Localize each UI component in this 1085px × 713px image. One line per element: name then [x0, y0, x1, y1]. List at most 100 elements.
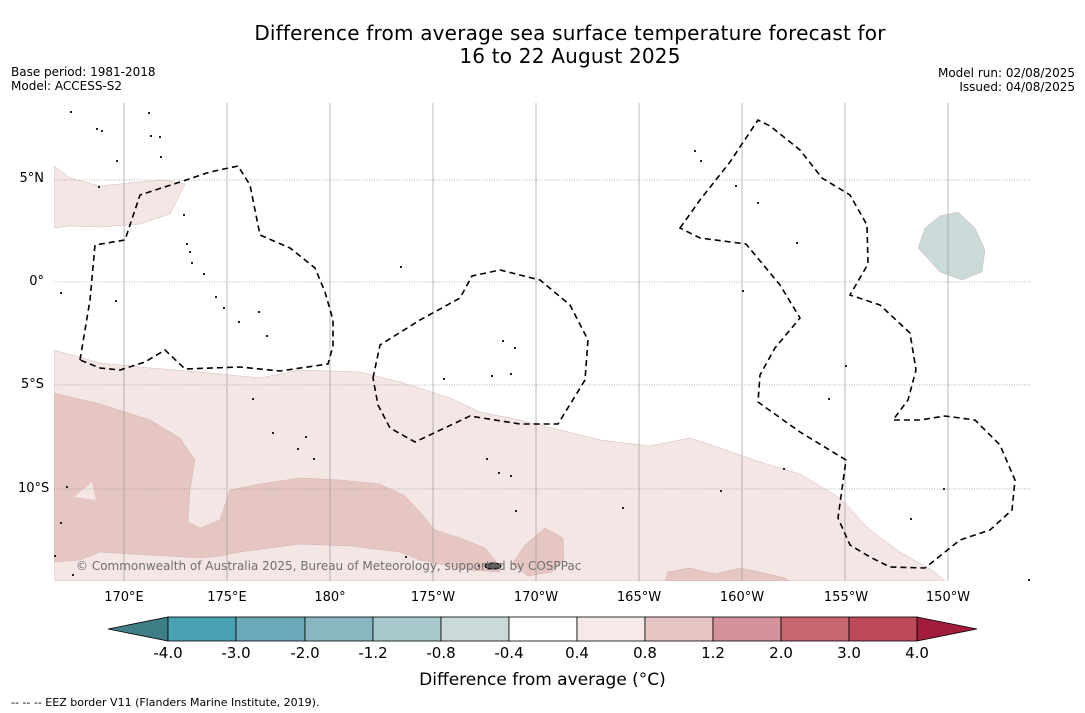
island-dot: [742, 290, 744, 292]
eez-kiribati-phoenix: [372, 269, 589, 443]
eez-footnote: -- -- -- EEZ border V11 (Flanders Marine…: [11, 696, 320, 709]
island-dot: [54, 555, 56, 557]
lon-label-160w: 160°W: [719, 590, 765, 605]
colorbar-extend-high: [916, 616, 978, 642]
copyright-notice: © Commonwealth of Australia 2025, Bureau…: [76, 559, 582, 573]
colorbar-tick-label: 1.2: [701, 644, 725, 662]
colorbar-tick-label: 2.0: [769, 644, 793, 662]
lon-label-180: 180°: [314, 590, 346, 605]
title-line-1: Difference from average sea surface temp…: [254, 21, 886, 45]
anomaly-region-blue: [917, 211, 986, 281]
island-dot: [796, 242, 798, 244]
colorbar-tick-label: -4.0: [153, 644, 183, 662]
island-dot: [910, 518, 912, 520]
island-dot: [238, 321, 240, 323]
colorbar-cell: [712, 616, 782, 642]
island-dot: [297, 448, 299, 450]
island-dot: [186, 243, 188, 245]
colorbar-cell: [235, 616, 306, 642]
colorbar-tick-label: 3.0: [837, 644, 861, 662]
island-dot: [191, 262, 193, 264]
island-dot: [1028, 579, 1030, 581]
island-dot: [694, 150, 696, 152]
island-dot: [400, 266, 402, 268]
island-dot: [223, 307, 225, 309]
anomaly-gap: [74, 482, 96, 500]
island-dot: [252, 398, 254, 400]
island-dot: [510, 475, 512, 477]
island-dot: [101, 130, 103, 132]
island-dot: [203, 273, 205, 275]
island-dot: [491, 375, 493, 377]
island-dot: [98, 186, 100, 188]
island-dot: [783, 468, 785, 470]
colorbar-tick-label: 0.8: [633, 644, 657, 662]
lon-label-175e: 175°E: [207, 590, 247, 605]
island-dot: [510, 373, 512, 375]
issued-date: Issued: 04/08/2025: [959, 80, 1075, 94]
island-dot: [478, 565, 480, 567]
colorbar-extend-low: [107, 616, 169, 642]
island-dot: [622, 507, 624, 509]
island-dot: [215, 296, 217, 298]
gridlines: [54, 103, 1031, 581]
colorbar-tick-label: -2.0: [290, 644, 320, 662]
colorbar-tick-label: 0.4: [565, 644, 589, 662]
base-period: Base period: 1981-2018: [11, 65, 156, 79]
colorbar-cell: [576, 616, 646, 642]
lon-label-170e: 170°E: [104, 590, 144, 605]
island-dot: [183, 214, 185, 216]
colorbar-cell: [508, 616, 578, 642]
anomaly-region-pink-east: [664, 567, 791, 581]
meta-right: Model run: 02/08/2025 Issued: 04/08/2025: [938, 66, 1075, 94]
island-dot: [514, 347, 516, 349]
island-dot: [189, 251, 191, 253]
island-dot: [72, 574, 74, 576]
island-dot: [757, 202, 759, 204]
island-dot: [700, 160, 702, 162]
island-dot: [159, 136, 161, 138]
island-dot: [96, 128, 98, 130]
colorbar-cell: [848, 616, 918, 642]
map-title: Difference from average sea surface temp…: [0, 22, 1085, 68]
colorbar-tick-label: -0.8: [426, 644, 456, 662]
anomaly-region-pink-spot: [511, 527, 565, 577]
island-dot: [66, 486, 68, 488]
colorbar-tick-label: -1.2: [358, 644, 388, 662]
island-dot: [443, 378, 445, 380]
island-dot: [116, 160, 118, 162]
islands: [54, 111, 1030, 581]
colorbar-title: Difference from average (°C): [419, 670, 666, 690]
island-dot: [828, 398, 830, 400]
island-dot: [60, 522, 62, 524]
island-dot: [266, 335, 268, 337]
lat-label-5s: 5°S: [20, 377, 44, 392]
colorbar-tick-label: -0.4: [494, 644, 524, 662]
island-dot: [502, 340, 504, 342]
island-dot: [486, 458, 488, 460]
anomaly-region-pink: [54, 392, 501, 573]
island-dot: [272, 432, 274, 434]
meta-left: Base period: 1981-2018 Model: ACCESS-S2: [11, 65, 156, 93]
colorbar-cell: [167, 616, 237, 642]
island-dot: [498, 472, 500, 474]
colorbar-cell: [304, 616, 374, 642]
eez-kiribati-gilbert: [79, 165, 334, 372]
island-dot: [943, 488, 945, 490]
colorbar-cell: [440, 616, 510, 642]
title-line-2: 16 to 22 August 2025: [459, 44, 681, 68]
lat-label-10s: 10°S: [18, 481, 50, 496]
lon-label-170w: 170°W: [513, 590, 559, 605]
island-dot: [515, 510, 517, 512]
eez-borders: [79, 118, 1016, 569]
island-dot: [405, 556, 407, 558]
island-dot: [720, 490, 722, 492]
island-dot: [148, 112, 150, 114]
island-samoa: [484, 562, 502, 570]
island-dot: [845, 365, 847, 367]
island-dot: [313, 458, 315, 460]
lon-label-175w: 175°W: [410, 590, 456, 605]
colorbar-cell: [372, 616, 442, 642]
